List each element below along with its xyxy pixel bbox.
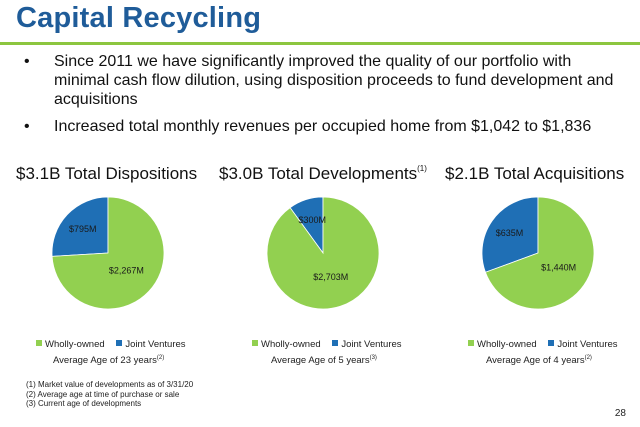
data-label: $2,267M bbox=[109, 265, 144, 275]
bullet-item: • Since 2011 we have significantly impro… bbox=[24, 52, 624, 109]
acquisitions-pie-chart: $635M $1,440M bbox=[481, 196, 595, 310]
dispositions-heading-text: $3.1B Total Dispositions bbox=[16, 164, 198, 183]
developments-heading: $3.0B Total Developments(1) bbox=[219, 164, 427, 184]
developments-heading-note: (1) bbox=[417, 164, 427, 173]
joint-ventures-swatch bbox=[548, 340, 555, 346]
age-note: (3) bbox=[369, 355, 377, 361]
page-number: 28 bbox=[614, 408, 626, 419]
slice-wholly-owned bbox=[484, 196, 595, 310]
slice-joint-ventures bbox=[481, 196, 539, 273]
bullet-text: Since 2011 we have significantly improve… bbox=[54, 53, 614, 108]
age-note: (2) bbox=[584, 355, 592, 361]
slice-joint-ventures bbox=[51, 196, 109, 257]
legend-item-wholly-owned: Wholly-owned bbox=[468, 339, 537, 350]
age-note: (2) bbox=[156, 355, 165, 361]
data-label: $635M bbox=[496, 228, 524, 238]
footnotes: (1) Market value of developments as of 3… bbox=[26, 380, 193, 409]
legend-label: Wholly-owned bbox=[45, 339, 105, 350]
dispositions-pie-chart: $795M $2,267M bbox=[51, 196, 165, 310]
page-title: Capital Recycling bbox=[16, 2, 262, 34]
acquisitions-heading-text: $2.1B Total Acquisitions bbox=[445, 164, 625, 183]
wholly-owned-swatch bbox=[252, 340, 258, 346]
title-underline bbox=[0, 42, 640, 45]
data-label: $300M bbox=[299, 215, 327, 225]
joint-ventures-swatch bbox=[116, 340, 123, 346]
age-text: Average Age of 4 years bbox=[486, 355, 585, 366]
bullet-text: Increased total monthly revenues per occ… bbox=[54, 118, 592, 135]
developments-age: Average Age of 5 years(3) bbox=[271, 355, 377, 366]
dispositions-legend: Wholly-owned Joint Ventures bbox=[36, 339, 195, 350]
legend-item-wholly-owned: Wholly-owned bbox=[36, 339, 105, 350]
age-text: Average Age of 5 years bbox=[271, 355, 370, 366]
data-label: $795M bbox=[69, 224, 97, 234]
footnote: (2) Average age at time of purchase or s… bbox=[26, 389, 180, 399]
footnote: (3) Current age of developments bbox=[26, 399, 142, 408]
acquisitions-legend: Wholly-owned Joint Ventures bbox=[468, 339, 627, 350]
legend-item-joint-ventures: Joint Ventures bbox=[332, 339, 402, 350]
developments-heading-text: $3.0B Total Developments bbox=[219, 164, 418, 183]
joint-ventures-swatch bbox=[332, 340, 339, 346]
bullet-list: • Since 2011 we have significantly impro… bbox=[24, 52, 624, 144]
bullet-symbol: • bbox=[24, 118, 30, 135]
developments-legend: Wholly-owned Joint Ventures bbox=[252, 339, 411, 350]
legend-label: Joint Ventures bbox=[557, 339, 618, 350]
footnote: (1) Market value of developments as of 3… bbox=[26, 380, 194, 389]
legend-item-joint-ventures: Joint Ventures bbox=[116, 339, 186, 350]
legend-label: Joint Ventures bbox=[341, 339, 402, 350]
data-label: $2,703M bbox=[313, 272, 348, 282]
legend-item-joint-ventures: Joint Ventures bbox=[548, 339, 618, 350]
data-label: $1,440M bbox=[541, 262, 576, 272]
developments-pie-chart: $300M $2,703M bbox=[266, 196, 380, 310]
acquisitions-age: Average Age of 4 years(2) bbox=[486, 355, 592, 366]
acquisitions-heading: $2.1B Total Acquisitions bbox=[445, 164, 624, 184]
bullet-symbol: • bbox=[24, 53, 30, 70]
dispositions-age: Average Age of 23 years(2) bbox=[53, 355, 164, 366]
wholly-owned-swatch bbox=[36, 340, 42, 346]
age-text: Average Age of 23 years bbox=[53, 355, 157, 366]
legend-label: Joint Ventures bbox=[125, 339, 186, 350]
bullet-item: • Increased total monthly revenues per o… bbox=[24, 117, 624, 136]
legend-item-wholly-owned: Wholly-owned bbox=[252, 339, 321, 350]
legend-label: Wholly-owned bbox=[477, 339, 537, 350]
legend-label: Wholly-owned bbox=[261, 339, 321, 350]
slice-wholly-owned bbox=[51, 196, 165, 310]
wholly-owned-swatch bbox=[468, 340, 474, 346]
dispositions-heading: $3.1B Total Dispositions bbox=[16, 164, 197, 184]
slice-wholly-owned bbox=[266, 196, 380, 310]
